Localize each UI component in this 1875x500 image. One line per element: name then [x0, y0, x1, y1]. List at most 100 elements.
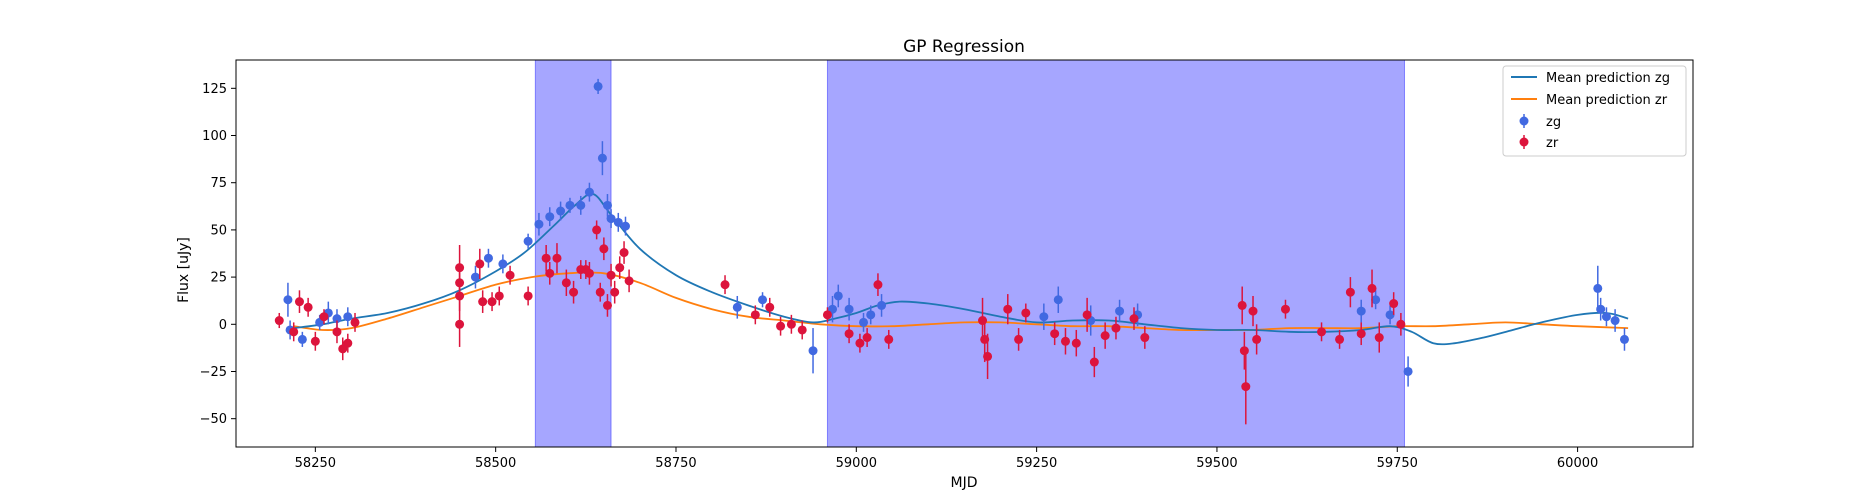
zr-point — [1060, 336, 1070, 346]
zr-point — [595, 287, 605, 297]
x-tick-label: 59500 — [1196, 456, 1237, 471]
zr-point — [1317, 327, 1327, 337]
y-axis-ticks: −50 −25 0 25 50 75 100 125 — [200, 82, 236, 427]
zr-observations — [274, 220, 1406, 425]
zg-point — [597, 153, 607, 163]
zr-point — [884, 334, 894, 344]
prediction-lines — [293, 192, 1629, 346]
zg-point — [593, 81, 603, 91]
legend-zr-marker — [1519, 137, 1529, 147]
zg-observations — [283, 78, 1629, 387]
zr-point — [561, 278, 571, 288]
zr-point — [978, 316, 988, 326]
zg-point — [833, 291, 843, 301]
x-axis-title: MJD — [951, 475, 978, 491]
zr-point — [1021, 308, 1031, 318]
zg-point — [534, 219, 544, 229]
zr-point — [1089, 357, 1099, 367]
zr-point — [1050, 329, 1060, 339]
zg-point — [523, 236, 533, 246]
zr-point — [310, 336, 320, 346]
zg-point — [606, 214, 616, 224]
zr-point — [1003, 304, 1013, 314]
zr-point — [303, 302, 313, 312]
zg-point — [1371, 295, 1381, 305]
zr-point — [1014, 334, 1024, 344]
zr-point — [619, 248, 629, 258]
zr-point — [822, 310, 832, 320]
zr-point — [592, 225, 602, 235]
zg-point — [1053, 295, 1063, 305]
zr-point — [606, 270, 616, 280]
zr-point — [750, 310, 760, 320]
zg-point — [498, 259, 508, 269]
zr-point — [844, 329, 854, 339]
legend-zg-label: zg — [1546, 115, 1561, 130]
zr-point — [1241, 382, 1251, 392]
zg-point — [613, 217, 623, 227]
zr-point — [786, 319, 796, 329]
zg-point — [620, 221, 630, 231]
shaded-region-1 — [826, 59, 1405, 448]
zr-point — [765, 302, 775, 312]
zr-point — [610, 287, 620, 297]
zr-point — [1237, 300, 1247, 310]
legend-zr-line-label: Mean prediction zr — [1546, 93, 1668, 108]
zr-point — [602, 300, 612, 310]
zr-point — [776, 321, 786, 331]
zg-point — [343, 312, 353, 322]
x-tick-label: 58750 — [655, 456, 696, 471]
zr-point — [720, 280, 730, 290]
shaded-region-0 — [534, 59, 612, 448]
x-tick-label: 60000 — [1557, 456, 1598, 471]
zr-point — [1140, 333, 1150, 343]
zr-point — [478, 297, 488, 307]
zr-point — [494, 291, 504, 301]
zr-point — [1082, 310, 1092, 320]
zg-point — [470, 272, 480, 282]
zg-point — [483, 253, 493, 263]
zr-point — [797, 325, 807, 335]
zg-point — [732, 302, 742, 312]
zg-point — [1039, 312, 1049, 322]
zr-point — [455, 291, 465, 301]
zr-point — [523, 291, 533, 301]
zr-point — [584, 268, 594, 278]
zg-point — [1596, 304, 1606, 314]
zr-point — [624, 276, 634, 286]
zr-point — [599, 244, 609, 254]
zr-point — [855, 338, 865, 348]
x-tick-label: 58500 — [475, 456, 516, 471]
zr-point — [545, 268, 555, 278]
zr-point — [1389, 299, 1399, 309]
zg-point — [545, 212, 555, 222]
zg-point — [602, 200, 612, 210]
zr-point — [569, 287, 579, 297]
x-tick-label: 59250 — [1016, 456, 1057, 471]
zr-point — [615, 263, 625, 273]
zr-point — [1252, 334, 1262, 344]
zg-point — [1601, 312, 1611, 322]
zg-point — [565, 200, 575, 210]
legend: Mean prediction zg Mean prediction zr zg… — [1502, 65, 1687, 157]
zr-point — [862, 333, 872, 343]
y-tick-label: −25 — [200, 365, 227, 380]
zr-point — [1248, 306, 1258, 316]
zr-point — [1345, 287, 1355, 297]
zg-point — [1356, 306, 1366, 316]
shaded-regions — [534, 59, 1405, 448]
zg-point — [1593, 283, 1603, 293]
zr-point — [350, 317, 360, 327]
zr-point — [1280, 304, 1290, 314]
zr-point — [505, 270, 515, 280]
legend-box — [1502, 65, 1687, 157]
zg-point — [1403, 366, 1413, 376]
zr-point — [1239, 346, 1249, 356]
zr-point — [294, 297, 304, 307]
y-tick-label: 0 — [219, 318, 227, 333]
zg-point — [283, 295, 293, 305]
zr-point — [289, 327, 299, 337]
zr-point — [1100, 331, 1110, 341]
y-tick-label: 25 — [210, 271, 227, 286]
